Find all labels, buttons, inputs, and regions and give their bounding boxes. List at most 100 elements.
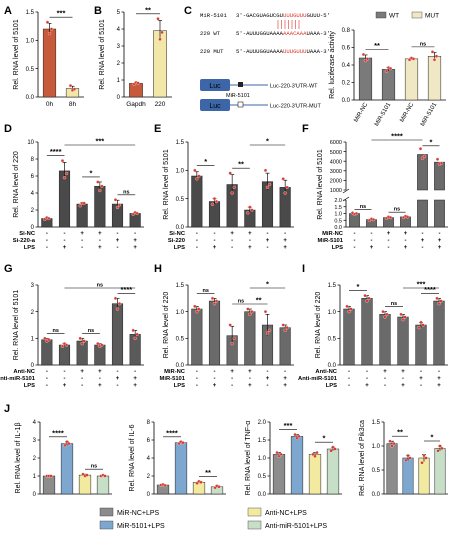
f-point-5-2: [439, 161, 444, 165]
h-point-1-0: [210, 296, 215, 300]
j1-ytick-label-2: 2: [33, 456, 37, 462]
j4-point-0-1: [390, 444, 394, 448]
j1-bar-3: [96, 475, 110, 495]
j2-ytick-label-0: 0: [147, 492, 151, 498]
c-point-1-2: [388, 66, 393, 71]
a-point-1-0: [68, 84, 73, 88]
e-sig-1: **: [238, 160, 244, 169]
j2-bar-1: [174, 442, 188, 495]
d-bar-5: [129, 213, 141, 228]
i-point-3-0: [399, 312, 403, 316]
i-point-3-1: [401, 318, 405, 322]
f-point-3-2: [405, 215, 410, 219]
h-point-3-2: [250, 310, 254, 314]
d-ytick-label-1: 2: [31, 208, 35, 214]
d-cond-sign-2-1: +: [63, 245, 67, 251]
h-point-5-2: [285, 326, 289, 330]
j2-ylabel: Rel. RNA level of IL-6: [129, 424, 136, 491]
j2-point-1-2: [181, 441, 185, 445]
g-point-2-0: [78, 336, 82, 340]
c-xlabel-3: MiR-5101: [420, 101, 439, 127]
i-bar-2: [379, 314, 391, 366]
e-point-0-2: [197, 174, 201, 178]
j4-point-3-1: [438, 444, 442, 448]
h-cond-sign-0-5: -: [284, 369, 286, 375]
g-bar-1: [58, 344, 71, 366]
d-cond-sign-1-3: -: [99, 238, 101, 244]
e-bar-0: [191, 175, 203, 228]
c-xlabel-2: MiR-NC: [399, 101, 415, 123]
d-point-4-1: [115, 205, 120, 210]
d-ytick-label-4: 8: [31, 157, 35, 163]
f-cond-sign-2-2: -: [388, 245, 390, 251]
h-sig-3: *: [266, 280, 269, 289]
e-point-3-0: [246, 211, 250, 215]
j4-point-1-1: [406, 453, 410, 458]
b-point-1-1: [158, 37, 162, 41]
f-ytick-label-low-0: 0.0: [334, 225, 342, 231]
g-cond-name-1: Anti-miR-5101: [0, 376, 36, 382]
e-point-4-1: [265, 185, 270, 189]
j3-sig-1: *: [323, 434, 326, 443]
f-cond-sign-1-4: +: [421, 238, 425, 244]
a-xlabel-0: 0h: [46, 101, 54, 108]
f-cond-sign-0-4: -: [422, 231, 424, 237]
j1-ytick-label-1: 1: [33, 474, 37, 480]
d-point-3-2: [100, 184, 104, 188]
j3-point-3-0: [329, 449, 333, 453]
i-cond-sign-2-4: -: [420, 383, 422, 389]
a-ytick-label-3: 1.5: [26, 10, 35, 16]
g-cond-sign-0-0: -: [46, 369, 48, 375]
a-point-0-2: [49, 27, 54, 31]
f-sig-2: *: [430, 137, 433, 146]
g-cond-sign-0-5: -: [134, 369, 136, 375]
j4-point-3-0: [436, 449, 440, 453]
d-cond-sign-1-4: +: [116, 238, 120, 244]
e-point-1-1: [212, 197, 217, 201]
e-point-4-0: [263, 168, 268, 172]
f-cond-name-2: LPS: [332, 245, 343, 251]
g-point-3-0: [96, 342, 100, 346]
e-cond-sign-2-0: -: [196, 245, 198, 251]
i-sig-1: ns: [391, 301, 397, 307]
f-cond-sign-1-3: -: [405, 238, 407, 244]
j1-ytick-label-3: 3: [33, 438, 37, 444]
j2-ytick-label-4: 8: [147, 420, 151, 426]
i-point-4-2: [421, 323, 425, 327]
j4-point-0-2: [392, 441, 396, 446]
d-cond-sign-2-3: +: [98, 245, 102, 251]
f-ytick-label-low-4: 2.0: [334, 198, 342, 204]
j1-ytick-label-0: 0: [33, 492, 37, 498]
b-ytick-label-4: 4: [117, 27, 121, 33]
e-cond-sign-1-0: -: [196, 238, 198, 244]
i-cond-sign-2-0: -: [348, 383, 350, 389]
i-cond-sign-0-3: +: [401, 369, 405, 375]
h-cond-sign-0-2: +: [230, 369, 234, 375]
h-point-4-1: [265, 331, 270, 335]
e-cond-sign-0-5: -: [284, 231, 286, 237]
g-sig-2: ****: [120, 285, 132, 294]
g-point-2-1: [80, 342, 84, 346]
g-cond-sign-1-0: -: [46, 376, 48, 382]
i-cond-name-1: Anti-miR-5101: [298, 376, 338, 382]
binding-site-mut: [237, 101, 244, 108]
h-point-2-2: [232, 336, 236, 340]
h-point-5-0: [281, 323, 285, 327]
e-cond-sign-1-3: -: [249, 238, 251, 244]
g-sig-1: ns: [88, 328, 94, 334]
d-cond-sign-1-5: +: [133, 238, 137, 244]
j3-point-3-2: [333, 447, 337, 451]
h-cond-sign-1-1: -: [214, 376, 216, 382]
j4-ytick-label-0: 0.0: [372, 492, 381, 498]
h-sig-0: ns: [202, 288, 208, 294]
a-ylabel: Rel. RNA level of 5101: [13, 19, 20, 90]
g-cond-sign-0-4: -: [117, 369, 119, 375]
d-point-1-0: [60, 159, 65, 163]
legend-swatch-anti-nc-lps: [247, 507, 262, 517]
d-cond-sign-0-0: -: [46, 231, 48, 237]
h-sig-2: **: [256, 296, 262, 305]
e-ylabel: Rel. RNA level of 5101: [163, 149, 170, 220]
f-bar-5: [434, 161, 445, 191]
h-ylabel: Rel. RNA level of 220: [163, 292, 170, 359]
